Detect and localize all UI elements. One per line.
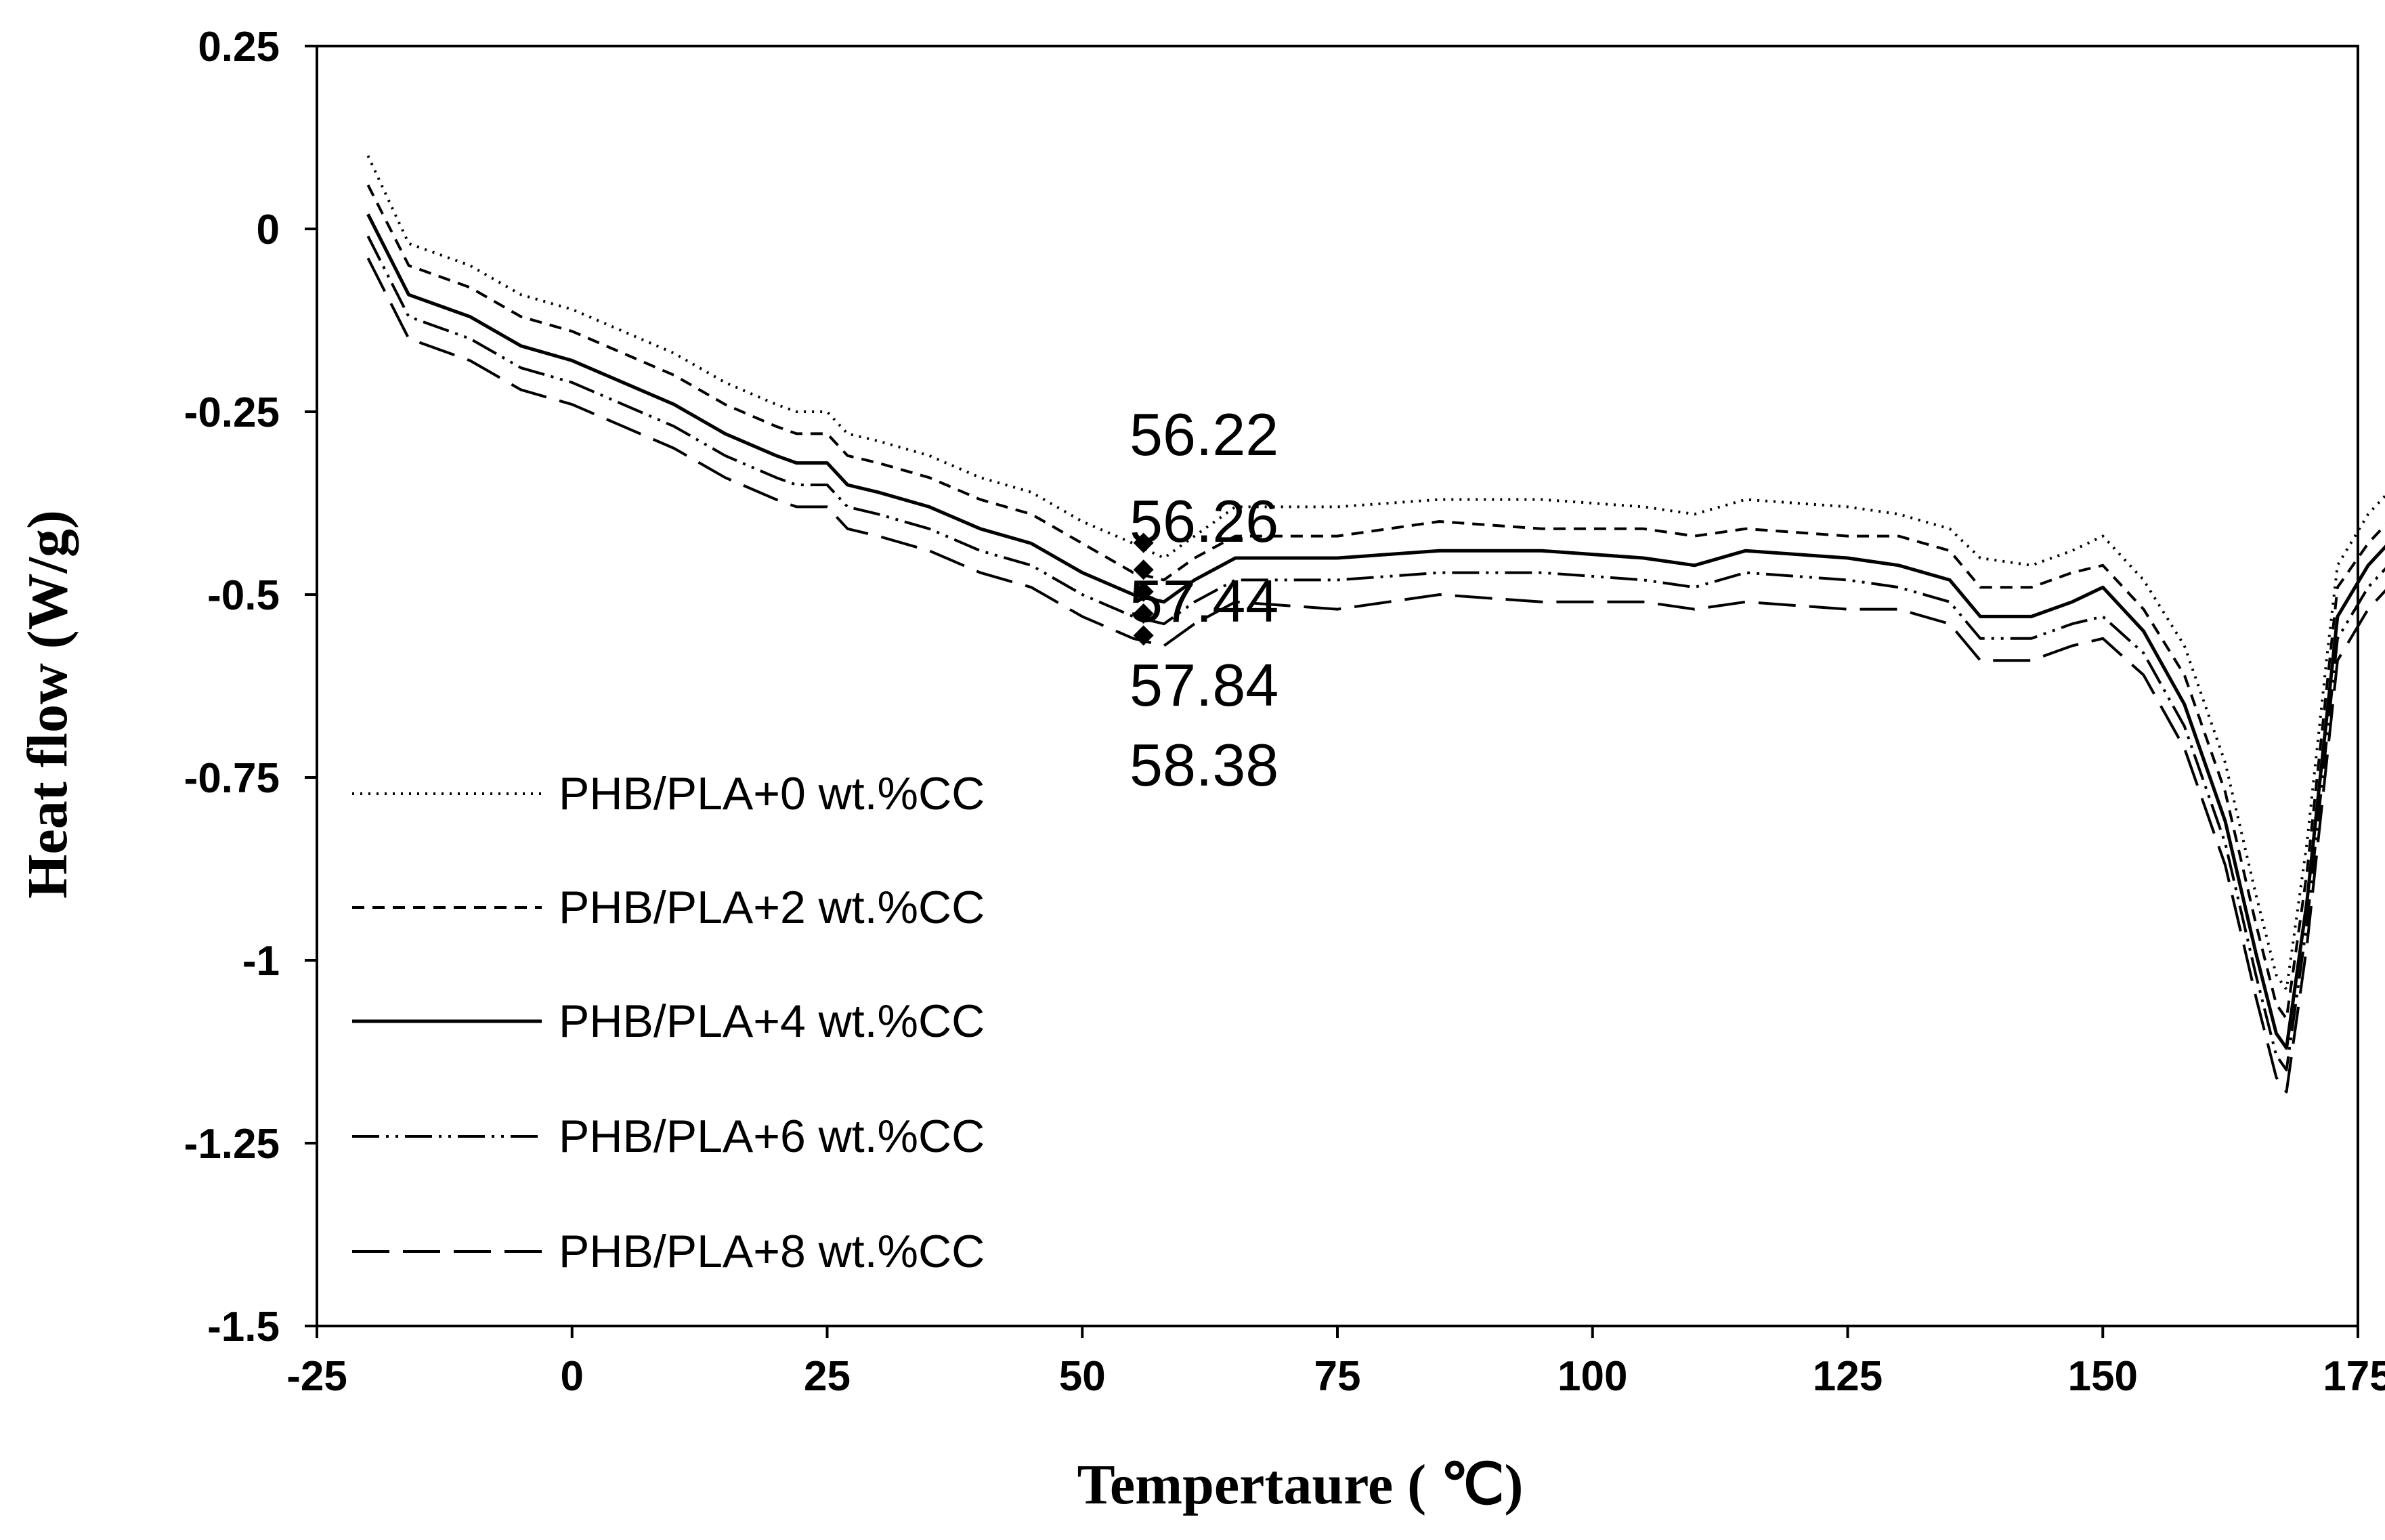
x-tick-label: 75 <box>1314 1353 1361 1400</box>
x-tick-label: 175 <box>2323 1353 2385 1400</box>
series-layer <box>366 155 2385 1094</box>
y-tick-label: -1.25 <box>184 1121 280 1168</box>
y-tick-label: -0.5 <box>207 572 280 619</box>
series-line-3 <box>366 235 2385 1071</box>
legend: PHB/PLA+0 wt.%CC PHB/PLA+2 wt.%CC PHB/PL… <box>352 768 985 1277</box>
annotation-label-4: 58.38 <box>1130 731 1279 798</box>
y-tick-label: -1.5 <box>207 1304 280 1350</box>
series-marker-0 <box>1133 532 1154 553</box>
legend-label-1: PHB/PLA+2 wt.%CC <box>559 882 985 933</box>
x-tick-label: -25 <box>286 1353 347 1400</box>
series-line-4 <box>366 257 2385 1094</box>
series-line-1 <box>366 184 2385 1021</box>
legend-label-3: PHB/PLA+6 wt.%CC <box>559 1111 985 1162</box>
y-axis-title: Heat flow (W/g) <box>16 510 79 899</box>
x-tick-label: 150 <box>2068 1353 2138 1400</box>
annotation-label-0: 56.22 <box>1130 401 1279 468</box>
annotation-label-1: 56.26 <box>1130 488 1279 555</box>
x-tick-label: 0 <box>561 1353 584 1400</box>
y-tick-label: -0.75 <box>184 755 280 802</box>
tick-layer: -25 0 25 50 75 100 125 150 175 0.25 0 -0.25 -0.5 -0.7… <box>184 24 2385 1400</box>
series-marker-3 <box>1133 603 1154 624</box>
series-line-2 <box>366 213 2385 1050</box>
legend-label-2: PHB/PLA+4 wt.%CC <box>559 996 985 1047</box>
legend-label-4: PHB/PLA+8 wt.%CC <box>559 1226 985 1277</box>
annotation-label-2: 57.44 <box>1130 568 1279 635</box>
x-tick-label: 100 <box>1557 1353 1627 1400</box>
y-tick-label: -0.25 <box>184 389 280 436</box>
series-marker-2 <box>1133 581 1154 602</box>
annotation-label-3: 57.84 <box>1130 651 1279 719</box>
x-axis-title: Tempertaure ( ℃) <box>1077 1453 1524 1516</box>
legend-label-0: PHB/PLA+0 wt.%CC <box>559 768 985 819</box>
y-tick-label: 0.25 <box>198 24 280 70</box>
x-tick-label: 25 <box>804 1353 851 1400</box>
y-tick-label: -1 <box>242 938 280 985</box>
y-tick-label: 0 <box>257 207 280 253</box>
series-marker-1 <box>1133 559 1154 580</box>
x-tick-label: 125 <box>1813 1353 1883 1400</box>
x-tick-label: 50 <box>1059 1353 1106 1400</box>
series-line-0 <box>366 155 2385 991</box>
marker-layer <box>1133 532 1154 646</box>
series-marker-4 <box>1133 625 1154 646</box>
